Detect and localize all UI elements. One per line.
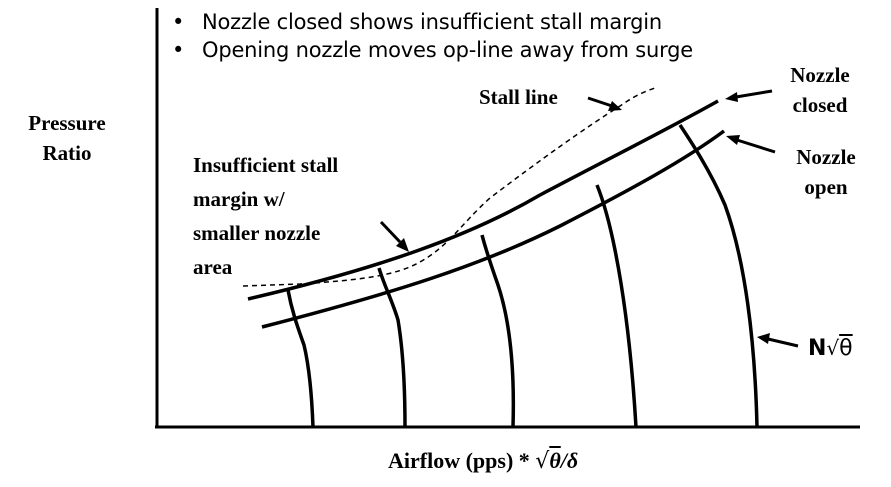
bullet-item: • Opening nozzle moves op-line away from … bbox=[172, 36, 693, 64]
op-line-nozzle-closed bbox=[247, 99, 719, 301]
nozzle-open-label: Nozzle open bbox=[778, 142, 874, 202]
stall-line-curve bbox=[242, 87, 656, 287]
speed-label-theta: θ bbox=[839, 336, 853, 361]
insufficient-margin-line3: smaller nozzle bbox=[193, 221, 321, 245]
y-axis-label-line1: Pressure bbox=[28, 111, 106, 135]
nozzle-closed-label: Nozzle closed bbox=[772, 60, 868, 120]
bullet-text: Opening nozzle moves op-line away from s… bbox=[202, 38, 693, 62]
insufficient-margin-line4: area bbox=[193, 255, 233, 279]
arrow-nozzle-closed bbox=[725, 89, 773, 102]
op-line-nozzle-open bbox=[261, 129, 726, 329]
corrected-speed-label: N√θ bbox=[808, 336, 853, 361]
arrow-nozzle-open bbox=[726, 135, 776, 154]
nozzle-closed-line2: closed bbox=[792, 93, 848, 117]
bullet-item: • Nozzle closed shows insufficient stall … bbox=[172, 8, 693, 36]
arrow-speed-line bbox=[757, 333, 799, 348]
stall-line-label: Stall line bbox=[479, 85, 558, 109]
speed-label-radical: √ bbox=[826, 336, 840, 360]
arrow-stall-line bbox=[587, 96, 622, 111]
bullet-text: Nozzle closed shows insufficient stall m… bbox=[202, 10, 663, 34]
bullet-dot-icon: • bbox=[172, 38, 185, 62]
x-axis-label-prefix: Airflow (pps) * bbox=[388, 448, 536, 473]
insufficient-margin-label: Insufficient stall margin w/ smaller noz… bbox=[193, 148, 338, 284]
insufficient-margin-line1: Insufficient stall bbox=[193, 153, 339, 177]
nozzle-closed-line1: Nozzle bbox=[790, 63, 850, 87]
insufficient-margin-line2: margin w/ bbox=[193, 187, 285, 211]
y-axis-label-line2: Ratio bbox=[42, 141, 92, 165]
x-axis-label-theta: θ bbox=[549, 448, 561, 473]
speed-line-5 bbox=[678, 124, 759, 428]
speed-line-4 bbox=[595, 184, 638, 428]
bullet-dot-icon: • bbox=[172, 10, 185, 34]
speed-line-3 bbox=[480, 234, 516, 428]
x-axis-label-suffix: /δ bbox=[560, 448, 579, 473]
speed-label-n: N bbox=[808, 336, 827, 361]
nozzle-open-line2: open bbox=[804, 175, 848, 199]
speed-line-2 bbox=[377, 267, 407, 428]
arrow-insufficient-margin bbox=[379, 220, 409, 252]
speed-line-1 bbox=[286, 289, 315, 428]
y-axis-label: Pressure Ratio bbox=[8, 108, 126, 168]
bullet-list: • Nozzle closed shows insufficient stall … bbox=[172, 8, 693, 64]
x-axis-label-radical: √ bbox=[535, 449, 550, 474]
x-axis-label: Airflow (pps) * √θ/δ bbox=[388, 446, 578, 477]
nozzle-open-line1: Nozzle bbox=[796, 145, 856, 169]
